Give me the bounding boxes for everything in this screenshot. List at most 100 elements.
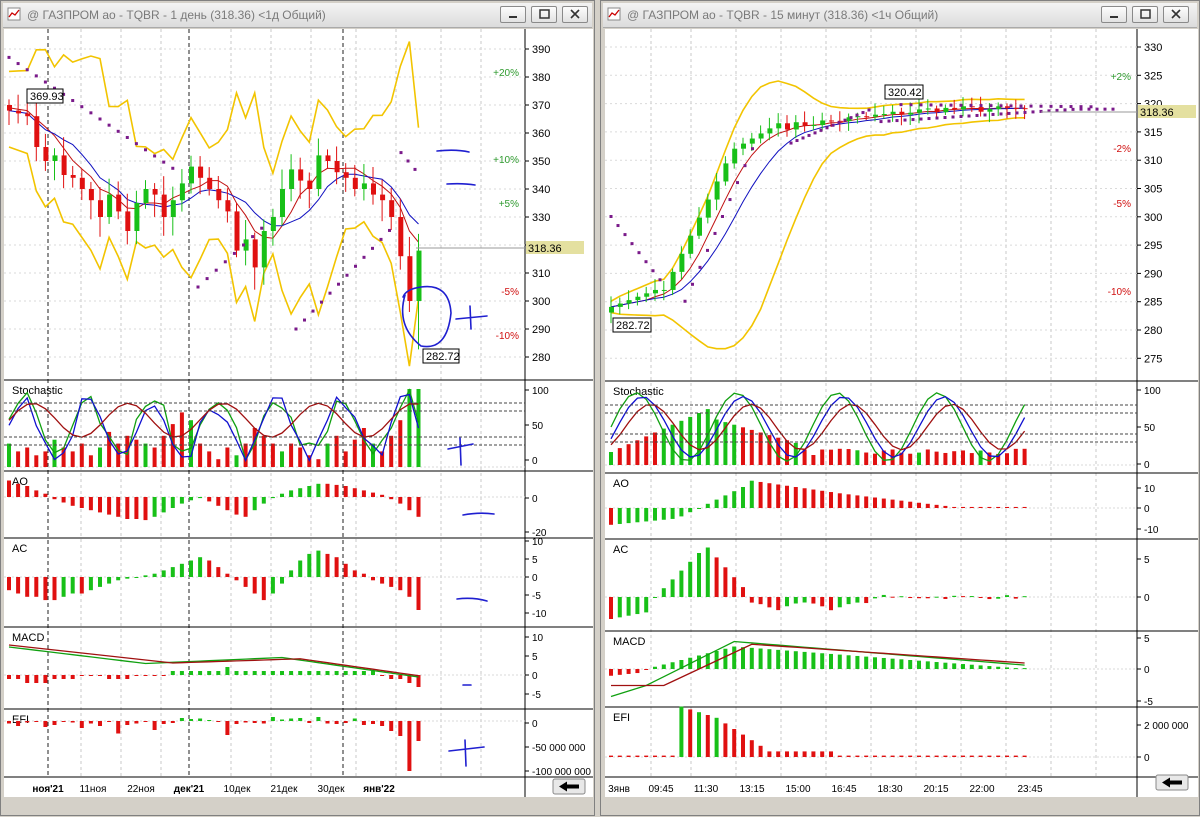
candle-body: [987, 109, 993, 112]
candle-body: [626, 300, 632, 304]
histogram-bar: [361, 573, 366, 577]
candle-body: [829, 120, 834, 122]
parabolic-sar-dot: [843, 118, 847, 122]
histogram-bar: [98, 447, 102, 467]
scroll-end-arrow-icon: [559, 781, 579, 792]
histogram-bar: [52, 675, 57, 679]
hand-drawn-annotation: [447, 437, 474, 466]
parabolic-sar-dot: [134, 142, 138, 146]
histogram-bar: [389, 435, 394, 467]
histogram-bar: [407, 389, 412, 467]
price-axis-label: 325: [1144, 70, 1162, 82]
histogram-bar: [758, 648, 763, 669]
maximize-button[interactable]: [531, 6, 557, 23]
minimize-button[interactable]: [1101, 6, 1127, 23]
histogram-bar: [7, 721, 11, 724]
histogram-bar: [389, 675, 394, 679]
histogram-bar: [280, 719, 284, 721]
histogram-bar: [1005, 755, 1009, 757]
histogram-bar: [361, 671, 366, 675]
histogram-bar: [107, 675, 112, 679]
histogram-bar: [679, 420, 684, 465]
parabolic-sar-dot: [951, 115, 955, 119]
chart-window-15min[interactable]: @ ГАЗПРОМ ао - TQBR - 15 минут (318.36) …: [600, 0, 1200, 816]
indicator-label: Stochastic: [12, 385, 63, 397]
histogram-bar: [626, 444, 631, 465]
histogram-bar: [617, 448, 622, 465]
histogram-bar: [714, 557, 719, 597]
parabolic-sar-dot: [935, 116, 939, 120]
window-titlebar[interactable]: @ ГАЗПРОМ ао - TQBR - 15 минут (318.36) …: [603, 3, 1197, 28]
histogram-bar: [207, 451, 212, 467]
histogram-bar: [978, 755, 983, 757]
histogram-bar: [952, 506, 957, 508]
candle-body: [793, 122, 799, 130]
maximize-button[interactable]: [1132, 6, 1158, 23]
histogram-bar: [961, 596, 965, 598]
chart-window-daily[interactable]: @ ГАЗПРОМ ао - TQBR - 1 день (318.36) <1…: [0, 0, 595, 816]
parabolic-sar-dot: [616, 224, 620, 228]
candle-body: [679, 253, 685, 272]
histogram-bar: [61, 577, 66, 597]
parabolic-sar-dot: [879, 120, 883, 124]
histogram-bar: [609, 508, 613, 525]
parabolic-sar-dot: [651, 269, 655, 273]
histogram-bar: [811, 597, 816, 604]
histogram-bar: [978, 597, 983, 598]
histogram-bar: [343, 671, 348, 675]
close-button[interactable]: [1163, 6, 1189, 23]
candle-body: [653, 289, 658, 294]
hand-drawn-annotation: [436, 149, 470, 153]
time-axis-label: 11ноя: [80, 784, 107, 795]
indicator-axis-label: 2 000 000: [1144, 721, 1189, 732]
histogram-bar: [996, 453, 1001, 465]
parabolic-sar-dot: [658, 278, 662, 282]
candle-body: [925, 108, 931, 110]
histogram-bar: [741, 734, 745, 757]
window-titlebar[interactable]: @ ГАЗПРОМ ао - TQBR - 1 день (318.36) <1…: [3, 3, 592, 28]
histogram-bar: [793, 597, 798, 604]
histogram-bar: [79, 577, 84, 594]
histogram-bar: [1013, 668, 1018, 670]
histogram-bar: [298, 671, 303, 675]
indicator-axis-label: -5: [1144, 697, 1153, 708]
histogram-bar: [161, 721, 166, 724]
price-marker-label: 282.72: [616, 320, 650, 332]
histogram-bar: [943, 662, 948, 669]
histogram-bar: [107, 721, 112, 722]
histogram-bar: [873, 755, 877, 757]
histogram-bar: [16, 577, 21, 594]
histogram-bar: [978, 665, 983, 669]
histogram-bar: [837, 597, 842, 608]
histogram-bar: [1005, 506, 1009, 508]
histogram-bar: [234, 721, 239, 724]
histogram-bar: [802, 449, 807, 465]
indicator-axis-label: 100: [532, 386, 549, 397]
parabolic-sar-dot: [362, 255, 366, 259]
time-axis-label: 11:30: [694, 784, 719, 795]
parabolic-sar-dot: [1111, 107, 1115, 111]
histogram-bar: [1005, 595, 1009, 597]
close-button[interactable]: [562, 6, 588, 23]
histogram-bar: [389, 721, 394, 731]
histogram-bar: [917, 755, 921, 757]
histogram-bar: [767, 649, 772, 669]
histogram-bar: [987, 666, 992, 669]
parabolic-sar-dot: [801, 136, 805, 140]
histogram-bar: [653, 508, 657, 521]
histogram-bar: [261, 671, 266, 675]
histogram-bar: [1013, 755, 1018, 757]
parabolic-sar-dot: [899, 103, 903, 107]
histogram-bar: [758, 481, 763, 508]
minimize-button[interactable]: [500, 6, 526, 23]
histogram-bar: [661, 508, 666, 520]
histogram-bar: [198, 671, 203, 675]
hand-drawn-annotation: [401, 285, 452, 348]
histogram-bar: [626, 755, 631, 757]
candle-body: [243, 239, 249, 251]
indicator-axis-label: -100 000 000: [532, 767, 591, 778]
chart-area[interactable]: 390380370360350340330320310300290280+20%…: [1, 1, 596, 817]
chart-area[interactable]: 330325320315310305300295290285280275+2%-…: [601, 1, 1200, 817]
histogram-bar: [361, 490, 366, 497]
histogram-bar: [749, 480, 754, 508]
